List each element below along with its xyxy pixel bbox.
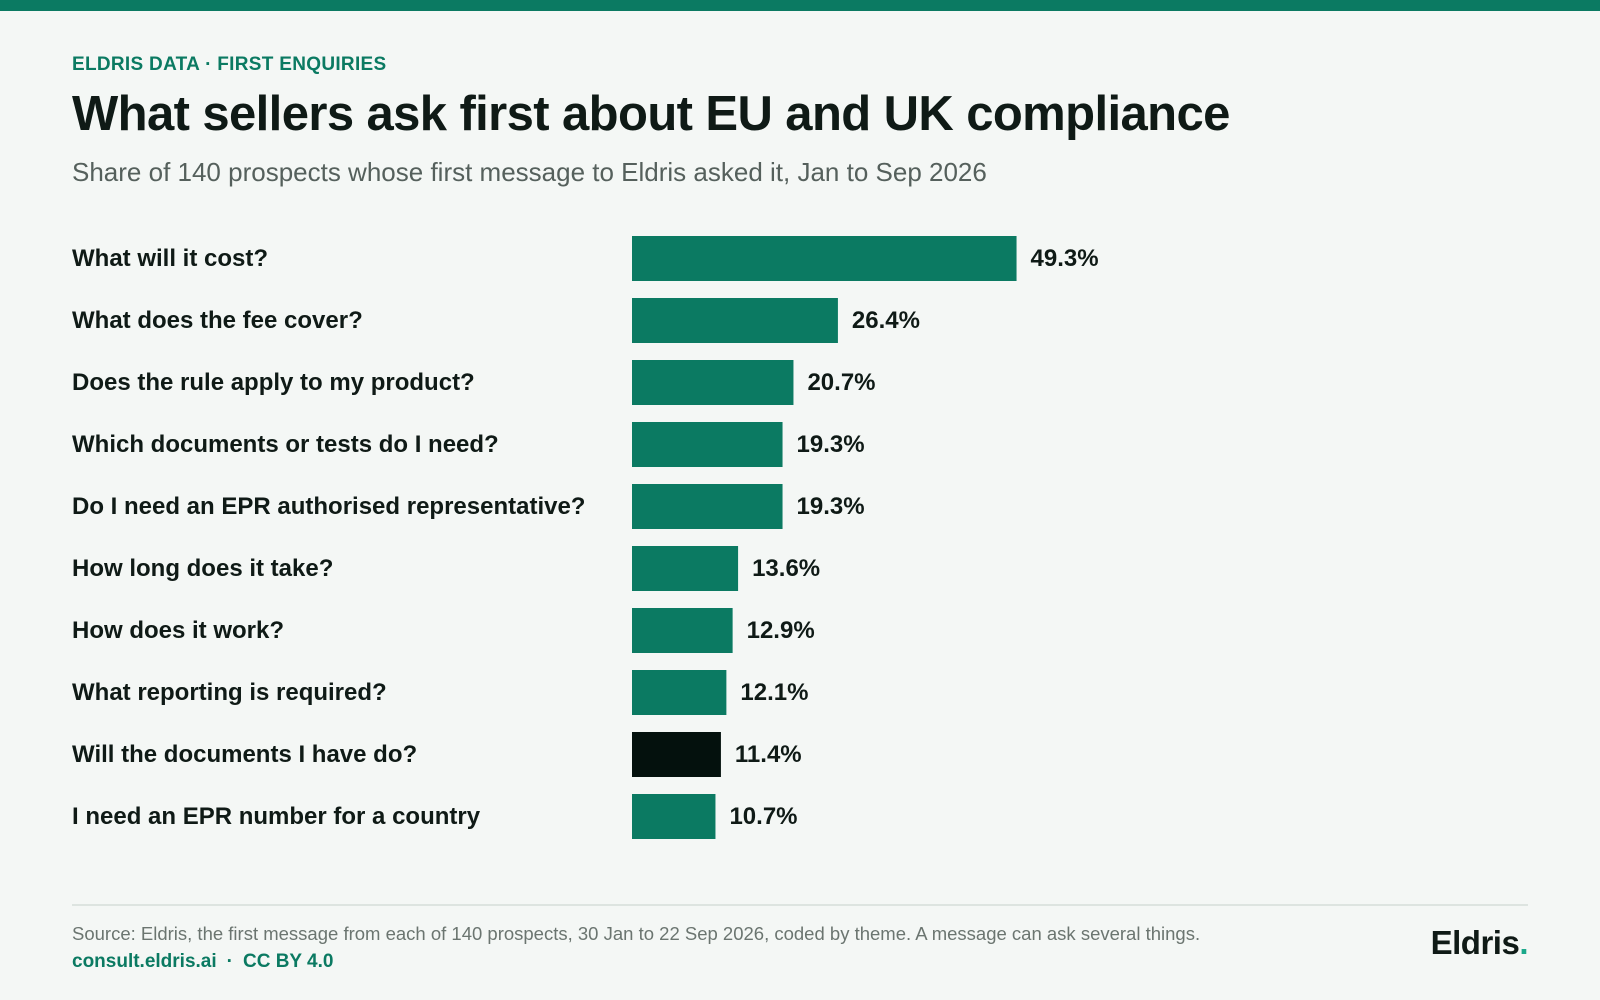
category-label: I need an EPR number for a country: [72, 803, 481, 830]
value-label: 12.1%: [740, 679, 808, 706]
category-label: Do I need an EPR authorised representati…: [72, 493, 585, 520]
category-label: What does the fee cover?: [72, 307, 363, 334]
value-label: 10.7%: [729, 803, 797, 830]
category-label: Which documents or tests do I need?: [72, 431, 499, 458]
value-label: 11.4%: [735, 741, 802, 768]
footer-divider: [72, 904, 1528, 906]
chart-subtitle: Share of 140 prospects whose first messa…: [72, 157, 987, 187]
bar: [632, 608, 733, 653]
bar: [632, 484, 783, 529]
bar: [632, 298, 838, 343]
value-label: 26.4%: [852, 307, 920, 334]
value-label: 12.9%: [747, 617, 815, 644]
value-label: 13.6%: [752, 555, 820, 582]
category-label: What will it cost?: [72, 245, 268, 272]
brand-logo: Eldris.: [1430, 924, 1529, 962]
category-label: How long does it take?: [72, 555, 333, 582]
bar: [632, 670, 727, 715]
category-label: Will the documents I have do?: [72, 741, 417, 768]
value-label: 19.3%: [797, 431, 865, 458]
bar: [632, 546, 739, 591]
value-label: 19.3%: [797, 493, 865, 520]
footer-links: consult.eldris.ai · CC BY 4.0: [72, 951, 333, 973]
category-label: What reporting is required?: [72, 679, 387, 706]
bar: [632, 794, 716, 839]
category-label: How does it work?: [72, 617, 284, 644]
footer-separator: ·: [226, 951, 233, 972]
value-label: 20.7%: [807, 369, 875, 396]
bar-highlighted: [632, 732, 721, 777]
license-label: CC BY 4.0: [242, 951, 334, 972]
bar-chart: What will it cost? 49.3% What does the fee…: [72, 236, 1099, 839]
bar: [632, 422, 783, 467]
brand-dot: .: [1519, 924, 1528, 961]
bar: [632, 360, 794, 405]
value-label: 49.3%: [1031, 245, 1099, 272]
top-accent-bar: [0, 0, 1600, 11]
brand-name: Eldris: [1430, 924, 1520, 961]
source-note: Source: Eldris, the first message from e…: [72, 923, 1201, 944]
chart-title: What sellers ask first about EU and UK c…: [72, 87, 1230, 141]
category-label: Does the rule apply to my product?: [72, 369, 475, 396]
site-link[interactable]: consult.eldris.ai: [72, 951, 217, 972]
kicker-label: ELDRIS DATA · FIRST ENQUIRIES: [72, 54, 387, 75]
bar: [632, 236, 1017, 281]
